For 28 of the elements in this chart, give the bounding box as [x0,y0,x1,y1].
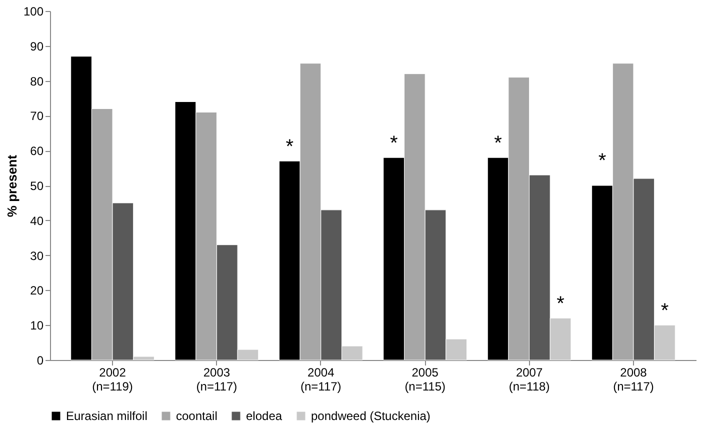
x-tick-label: 2003 (n=117) [196,366,238,394]
x-tick-label: 2005 (n=115) [404,366,446,394]
y-tick-label: 20 [30,284,44,298]
annotation: * [494,132,502,155]
annotation: * [556,293,565,316]
x-tick-label: 2007 (n=118) [508,366,550,394]
legend-label: Eurasian milfoil [66,409,148,423]
y-tick-label: 10 [30,318,44,333]
x-tick-label: 2008 (n=117) [613,366,654,394]
annotation: * [390,132,398,155]
annotation: * [598,150,606,172]
y-tick-label: 80 [30,74,44,88]
y-tick-label: 0 [36,354,44,368]
y-tick-label: 100 [23,4,44,18]
legend-label: coontail [176,409,218,423]
legend-label: pondweed (Stuckenia) [311,409,430,423]
x-tick-label: 2002 (n=119) [92,366,133,394]
annotation: * [660,300,669,322]
x-tick-label: 2004 (n=117) [300,366,342,394]
legend-label: elodea [246,409,282,423]
y-tick-label: 40 [30,214,44,228]
y-tick-label: 30 [30,248,44,263]
y-tick-label: 70 [30,109,44,124]
y-tick-label: 50 [30,179,44,193]
annotation: * [286,136,294,158]
y-axis-title: % present [4,154,20,218]
y-tick-label: 60 [30,144,44,158]
y-tick-label: 90 [30,39,44,54]
